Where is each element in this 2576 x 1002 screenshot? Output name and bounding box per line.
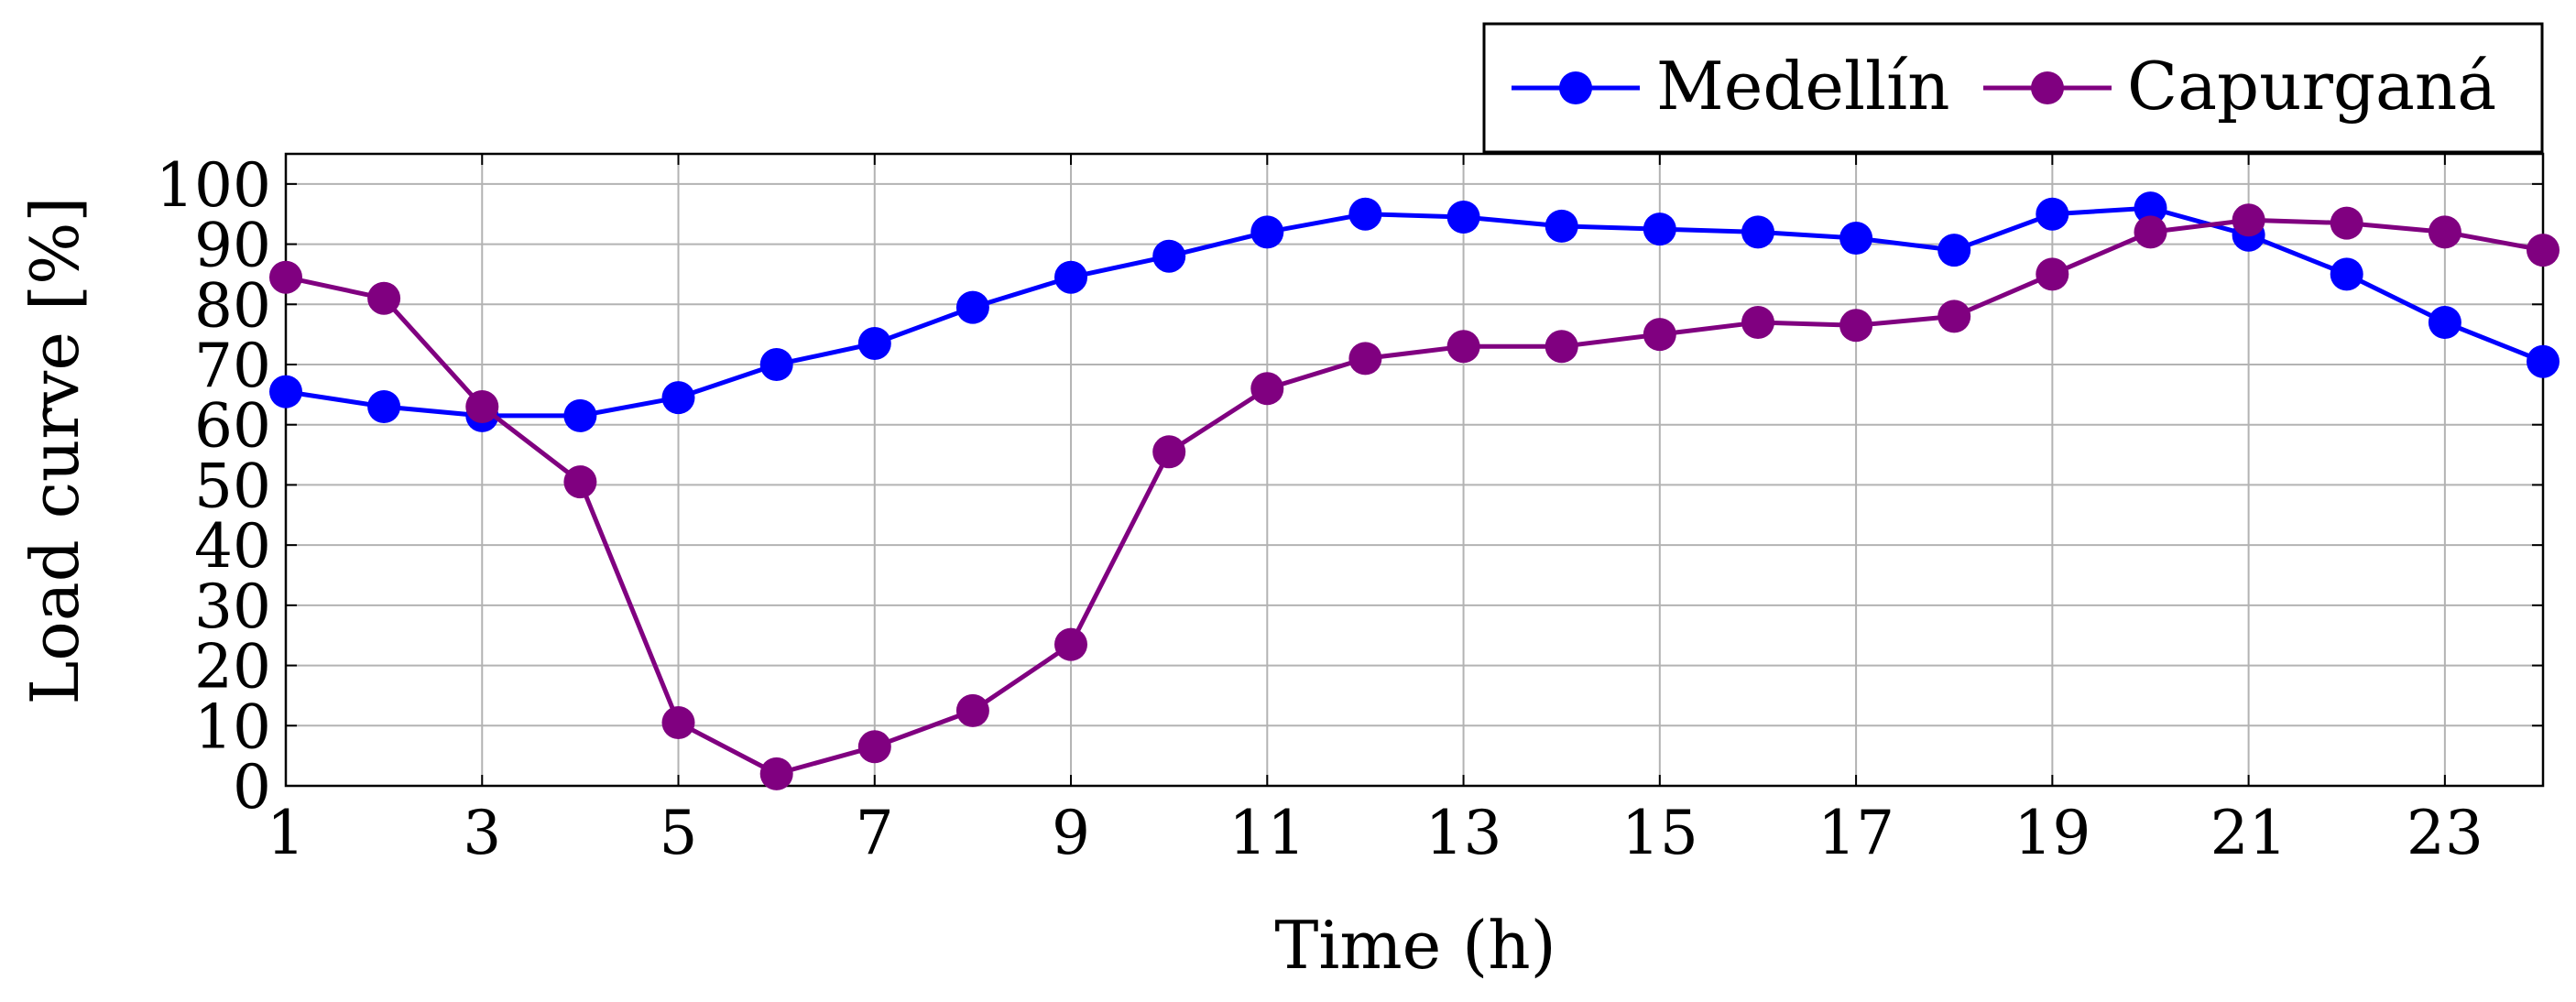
- series-0-point: [1839, 222, 1873, 255]
- series-1-point: [2428, 215, 2461, 249]
- series-line-1: [285, 217, 2544, 777]
- series-1-point: [1152, 435, 1186, 469]
- series-1-point: [1054, 627, 1087, 661]
- y-tick-label: 50: [194, 451, 271, 521]
- series-line-0: [285, 205, 2544, 419]
- series-1-point: [1545, 330, 1578, 364]
- y-tick-label: 90: [194, 211, 271, 281]
- series-0-point: [2036, 197, 2069, 231]
- plot-frame: [284, 152, 2545, 788]
- series-1-point: [661, 706, 695, 739]
- grid: [285, 154, 2543, 787]
- series-0-point: [1545, 209, 1578, 243]
- series-0-point: [2428, 306, 2461, 339]
- series-1-point: [2134, 215, 2167, 249]
- y-tick-label: 60: [194, 391, 271, 462]
- series-layer: [269, 191, 2560, 790]
- series-1-point: [1839, 309, 1873, 343]
- x-tick-label: 3: [463, 798, 501, 868]
- legend-label-medellin: Medellín: [1656, 48, 1949, 125]
- series-1-point: [1643, 318, 1676, 352]
- series-0-point: [1937, 234, 1971, 267]
- series-0-point: [1054, 260, 1087, 294]
- series-1-point: [2036, 257, 2069, 291]
- series-1-point: [2527, 234, 2560, 267]
- series-1-point: [1348, 342, 1382, 376]
- y-tick-label: 80: [194, 270, 271, 341]
- series-0-point: [1348, 197, 1382, 231]
- series-0-point: [2330, 257, 2363, 291]
- series-0-point: [2134, 191, 2167, 225]
- legend-marker-medellin: [1559, 71, 1592, 104]
- series-1-point: [759, 757, 793, 790]
- x-axis-label: Time (h): [1274, 907, 1555, 984]
- y-axis-label: Load curve [%]: [16, 197, 93, 705]
- series-0-point: [269, 375, 302, 408]
- y-tick-label: 30: [194, 572, 271, 642]
- x-tick-label: 9: [1052, 798, 1090, 868]
- series-0-point: [367, 390, 401, 423]
- series-1-point: [1741, 306, 1774, 339]
- series-1-point: [563, 465, 597, 499]
- series-0-point: [2527, 344, 2560, 378]
- series-1-point: [367, 281, 401, 315]
- x-tick-label: 5: [660, 798, 698, 868]
- series-0-point: [759, 348, 793, 381]
- series-1-point: [1446, 330, 1480, 364]
- y-tick-label: 100: [156, 150, 271, 221]
- series-1-point: [1937, 300, 1971, 333]
- series-0-point: [1446, 201, 1480, 234]
- series-0-point: [955, 290, 989, 324]
- y-tick-label: 20: [194, 632, 271, 702]
- series-0-point: [661, 381, 695, 415]
- series-0-point: [1152, 239, 1186, 273]
- series-0-point: [563, 398, 597, 432]
- x-tick-label: 7: [856, 798, 894, 868]
- series-0-point: [1250, 215, 1284, 249]
- series-1-point: [955, 693, 989, 727]
- x-tick-label: 11: [1228, 798, 1305, 868]
- x-tick-label: 17: [1817, 798, 1894, 868]
- legend: Medellín Capurganá: [1482, 22, 2544, 154]
- series-1-point: [269, 260, 302, 294]
- series-1-point: [857, 730, 891, 764]
- series-0-point: [857, 327, 891, 360]
- series-1-point: [1250, 372, 1284, 406]
- legend-marker-capurgana: [2031, 71, 2064, 104]
- series-1-point: [2232, 203, 2265, 237]
- series-1-point: [2330, 206, 2363, 240]
- y-tick-label: 40: [194, 511, 271, 582]
- x-tick-label: 15: [1621, 798, 1698, 868]
- y-tick-label: 70: [194, 331, 271, 401]
- x-tick-label: 23: [2407, 798, 2483, 868]
- x-tick-label: 21: [2210, 798, 2287, 868]
- x-tick-label: 13: [1425, 798, 1502, 868]
- series-0-point: [1741, 215, 1774, 249]
- series-1-point: [465, 390, 499, 423]
- series-0-point: [1643, 212, 1676, 246]
- x-tick-label: 19: [2014, 798, 2090, 868]
- y-tick-label: 0: [233, 752, 271, 822]
- x-tick-label: 1: [267, 798, 305, 868]
- legend-label-capurgana: Capurganá: [2127, 48, 2496, 125]
- y-tick-label: 10: [194, 692, 271, 762]
